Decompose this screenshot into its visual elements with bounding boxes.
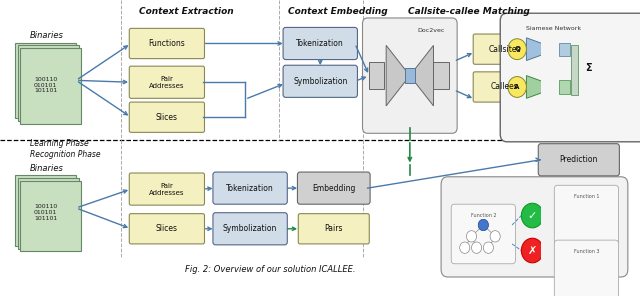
Bar (433, 62, 449, 89)
FancyBboxPatch shape (554, 240, 618, 296)
Circle shape (578, 57, 598, 79)
Text: Symbolization: Symbolization (293, 77, 348, 86)
FancyBboxPatch shape (298, 172, 370, 204)
Circle shape (522, 203, 543, 228)
Circle shape (460, 242, 470, 253)
FancyBboxPatch shape (129, 173, 205, 205)
Text: Q: Q (514, 46, 520, 52)
FancyBboxPatch shape (283, 28, 357, 59)
Text: Pairs: Pairs (324, 224, 343, 233)
Text: Callsites: Callsites (488, 45, 521, 54)
Circle shape (508, 39, 527, 59)
Circle shape (563, 278, 573, 289)
Bar (18, 178, 79, 249)
FancyBboxPatch shape (298, 214, 369, 244)
Text: Functions: Functions (148, 39, 185, 48)
Text: Doc2vec: Doc2vec (417, 28, 445, 33)
FancyBboxPatch shape (451, 204, 515, 264)
Bar (20, 181, 81, 252)
Circle shape (570, 267, 580, 278)
Text: Function 3: Function 3 (573, 249, 599, 254)
Text: Function 1: Function 1 (573, 194, 599, 199)
Text: Slices: Slices (156, 224, 177, 233)
Text: 100110
010101
101101: 100110 010101 101101 (34, 77, 57, 93)
FancyBboxPatch shape (283, 65, 357, 97)
FancyBboxPatch shape (129, 102, 205, 132)
Text: Tokenization: Tokenization (227, 184, 274, 193)
Text: Siamese Network: Siamese Network (526, 26, 581, 31)
Text: Pair
Addresses: Pair Addresses (148, 76, 184, 89)
Bar (559, 80, 570, 94)
Circle shape (575, 223, 585, 234)
Circle shape (570, 212, 580, 223)
Text: 100110
010101
101101: 100110 010101 101101 (34, 205, 57, 221)
FancyBboxPatch shape (441, 177, 628, 277)
Circle shape (478, 219, 488, 231)
Text: Pair
Addresses: Pair Addresses (148, 183, 184, 196)
Circle shape (581, 200, 591, 212)
Text: Σ: Σ (585, 63, 591, 73)
Bar (559, 43, 570, 56)
Text: Callees: Callees (491, 83, 518, 91)
Text: Binaries: Binaries (29, 31, 63, 41)
Circle shape (586, 278, 596, 289)
Circle shape (581, 200, 591, 212)
Text: Recognition Phase: Recognition Phase (29, 149, 100, 159)
Circle shape (490, 231, 500, 242)
Circle shape (472, 242, 482, 253)
Polygon shape (410, 45, 433, 106)
Polygon shape (527, 76, 557, 98)
Circle shape (508, 77, 527, 97)
Text: Learning Phase: Learning Phase (29, 139, 88, 148)
Bar (15, 175, 76, 246)
Bar (572, 45, 578, 94)
FancyBboxPatch shape (473, 72, 536, 102)
Circle shape (522, 238, 543, 263)
Text: Tokenization: Tokenization (296, 39, 344, 48)
Text: Symbolization: Symbolization (223, 224, 277, 233)
Circle shape (581, 255, 591, 267)
Circle shape (478, 219, 488, 231)
FancyBboxPatch shape (473, 34, 536, 64)
Text: Function 2: Function 2 (470, 213, 496, 218)
FancyBboxPatch shape (129, 66, 205, 98)
Polygon shape (527, 38, 557, 60)
FancyBboxPatch shape (129, 214, 205, 244)
Text: ✗: ✗ (527, 245, 537, 255)
Text: ✓: ✓ (527, 210, 537, 221)
Bar (15, 43, 76, 118)
Polygon shape (386, 45, 410, 106)
Bar (20, 48, 81, 124)
Circle shape (483, 242, 493, 253)
FancyBboxPatch shape (129, 28, 205, 59)
Text: Embedding: Embedding (312, 184, 355, 193)
Circle shape (593, 267, 604, 278)
Text: Prediction: Prediction (559, 155, 598, 164)
FancyBboxPatch shape (213, 172, 287, 204)
Circle shape (467, 231, 477, 242)
Text: Context Embedding: Context Embedding (288, 7, 388, 16)
FancyBboxPatch shape (538, 144, 620, 176)
Text: Context Extraction: Context Extraction (139, 7, 233, 16)
Circle shape (575, 278, 585, 289)
Circle shape (593, 212, 604, 223)
FancyBboxPatch shape (500, 13, 640, 142)
FancyBboxPatch shape (213, 213, 287, 245)
Text: Fig. 2: Overview of our solution ICALLEE.: Fig. 2: Overview of our solution ICALLEE… (185, 265, 356, 274)
Circle shape (563, 223, 573, 234)
FancyBboxPatch shape (554, 185, 618, 245)
Circle shape (581, 255, 591, 267)
Text: Callsite-callee Matching: Callsite-callee Matching (408, 7, 530, 16)
Circle shape (586, 223, 596, 234)
Bar (404, 68, 415, 83)
Bar (369, 62, 385, 89)
Text: A: A (515, 84, 520, 90)
Text: Binaries: Binaries (29, 164, 63, 173)
Bar (18, 45, 79, 121)
Text: Slices: Slices (156, 113, 177, 122)
FancyBboxPatch shape (362, 18, 457, 133)
